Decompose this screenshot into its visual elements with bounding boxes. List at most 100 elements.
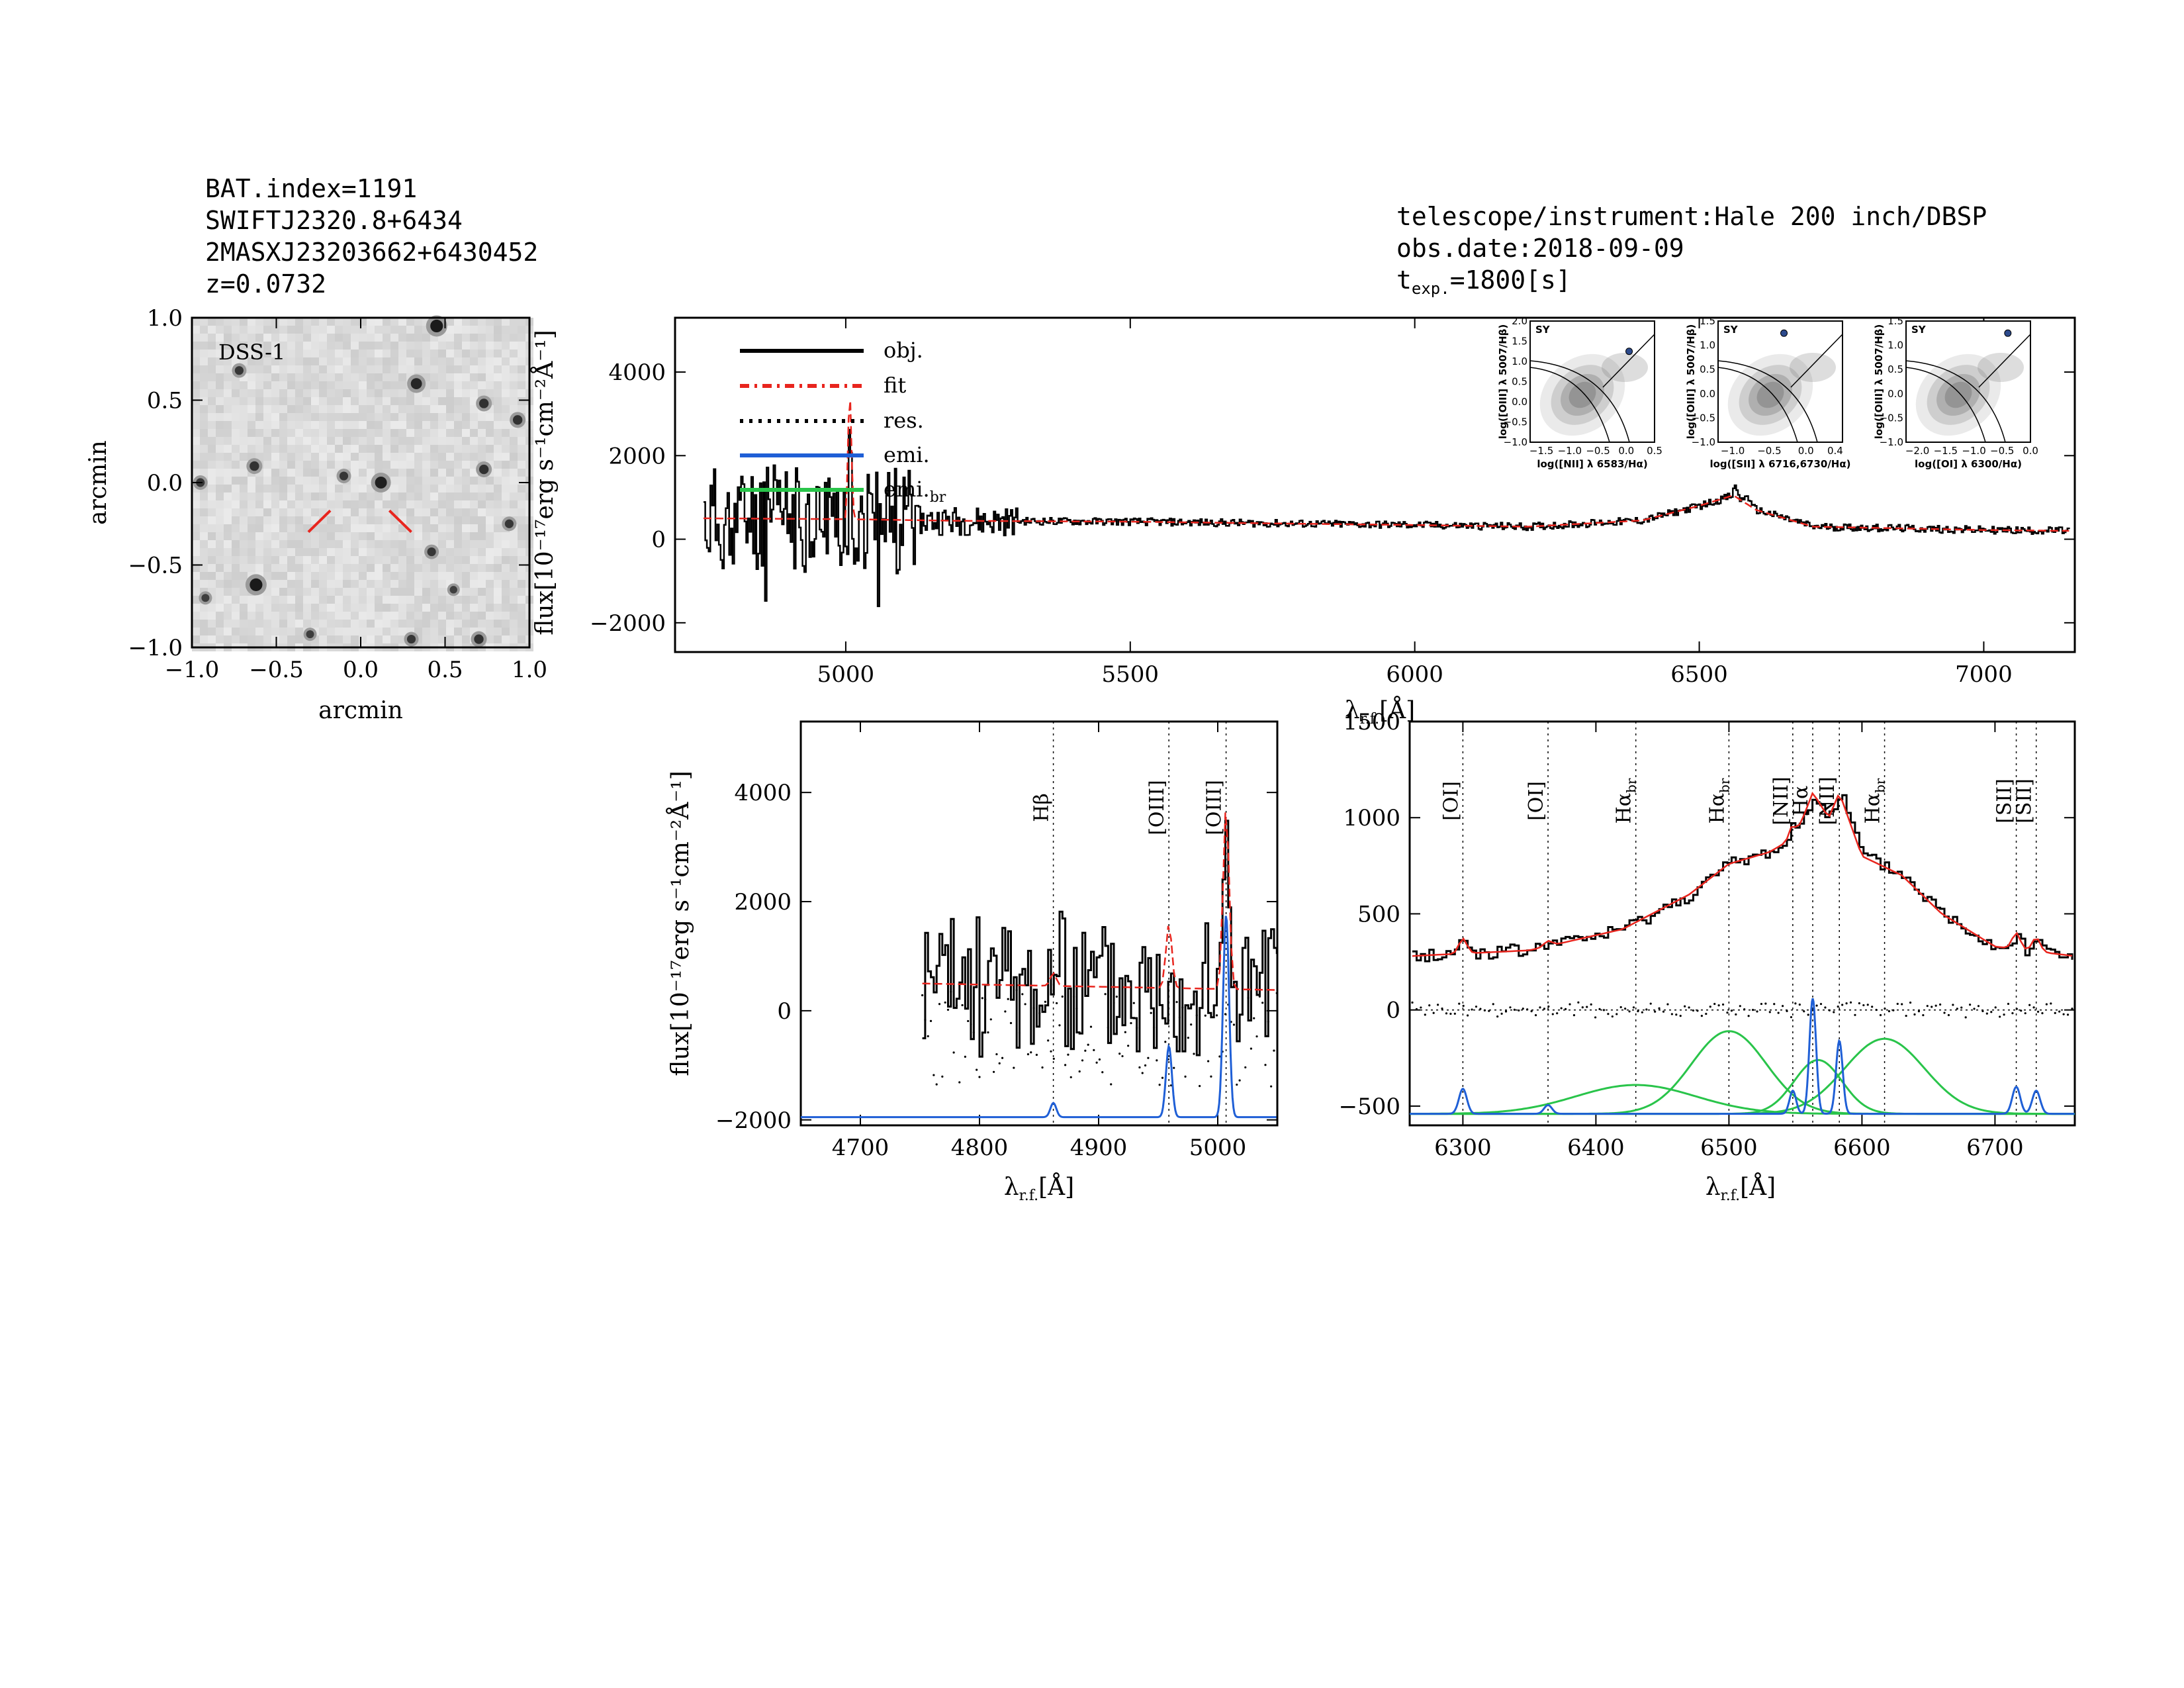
dss-pixel bbox=[279, 628, 287, 635]
dss-pixel bbox=[303, 477, 311, 485]
dss-pixel bbox=[287, 389, 295, 397]
residual-point bbox=[924, 1019, 927, 1021]
dss-pixel bbox=[470, 500, 478, 508]
dss-pixel bbox=[422, 500, 430, 508]
dss-pixel bbox=[319, 500, 327, 508]
residual-point bbox=[1598, 1008, 1601, 1010]
residual-point bbox=[1173, 1066, 1175, 1069]
dss-pixel bbox=[311, 469, 319, 477]
residual-point bbox=[1730, 1009, 1733, 1012]
dss-pixel bbox=[351, 500, 359, 508]
dss-pixel bbox=[510, 620, 518, 628]
dss-pixel bbox=[240, 564, 248, 572]
dss-pixel bbox=[208, 445, 216, 453]
dss-pixel bbox=[192, 635, 200, 643]
dss-pixel bbox=[319, 572, 327, 580]
dss-pixel bbox=[327, 318, 335, 326]
dss-pixel bbox=[454, 604, 462, 612]
dss-pixel bbox=[518, 350, 525, 357]
dss-pixel bbox=[414, 540, 422, 548]
dss-pixel bbox=[502, 477, 510, 485]
dss-pixel bbox=[287, 556, 295, 564]
dss-pixel bbox=[502, 596, 510, 604]
dss-pixel bbox=[335, 373, 343, 381]
dss-pixel bbox=[327, 500, 335, 508]
dss-pixel bbox=[414, 453, 422, 461]
y-tick-label: 2000 bbox=[734, 889, 792, 915]
dss-pixel bbox=[319, 405, 327, 413]
dss-pixel bbox=[454, 350, 462, 357]
dss-pixel bbox=[327, 326, 335, 334]
dss-pixel bbox=[359, 350, 367, 357]
dss-pixel bbox=[486, 453, 494, 461]
plot-frame bbox=[674, 316, 2076, 653]
residual-point bbox=[2003, 1013, 2005, 1016]
residual-point bbox=[2028, 1004, 2031, 1006]
dss-pixel bbox=[375, 508, 383, 516]
dss-pixel bbox=[406, 326, 414, 334]
dss-pixel bbox=[518, 469, 525, 477]
residual-point bbox=[1637, 1009, 1639, 1013]
dss-pixel bbox=[390, 620, 398, 628]
dss-pixel bbox=[462, 604, 470, 612]
x-tick-label: 0.0 bbox=[343, 657, 379, 683]
residual-point bbox=[1101, 1071, 1104, 1074]
bpt-y-tick-label: 1.5 bbox=[1888, 315, 1903, 327]
dss-pixel bbox=[200, 413, 208, 421]
dss-pixel bbox=[279, 516, 287, 524]
bpt-inset: SY−1.5 −1.0 −0.5 0.0 0.5−1.0−0.50.00.51.01.5… bbox=[1497, 315, 1662, 470]
dss-pixel bbox=[518, 453, 525, 461]
dss-pixel bbox=[518, 524, 525, 532]
line-label: Hαbr bbox=[1862, 778, 1888, 823]
dss-pixel bbox=[200, 461, 208, 469]
dss-pixel bbox=[192, 469, 200, 477]
dss-pixel bbox=[343, 429, 351, 437]
residual-point bbox=[989, 1018, 992, 1021]
dss-pixel bbox=[248, 612, 255, 620]
dss-pixel bbox=[406, 556, 414, 564]
dss-pixel bbox=[343, 334, 351, 342]
header-2mass-name: 2MASXJ23203662+6430452 bbox=[205, 238, 538, 267]
dss-pixel bbox=[510, 350, 518, 357]
dss-pixel bbox=[232, 413, 240, 421]
dss-pixel bbox=[295, 342, 303, 350]
dss-pixel bbox=[518, 580, 525, 588]
dss-pixel bbox=[279, 548, 287, 556]
dss-pixel bbox=[192, 612, 200, 620]
residual-point bbox=[1581, 1006, 1584, 1009]
bpt-density bbox=[1602, 353, 1648, 382]
dss-pixel bbox=[232, 540, 240, 548]
dss-pixel bbox=[248, 326, 255, 334]
residual-point bbox=[921, 994, 924, 997]
dss-pixel bbox=[279, 485, 287, 492]
dss-pixel bbox=[470, 596, 478, 604]
bpt-y-tick-label: 1.0 bbox=[1888, 340, 1903, 352]
dss-pixel bbox=[271, 596, 279, 604]
dss-pixel bbox=[208, 421, 216, 429]
dss-pixel bbox=[462, 469, 470, 477]
dss-pixel bbox=[271, 516, 279, 524]
dss-pixel bbox=[414, 318, 422, 326]
dss-pixel bbox=[200, 500, 208, 508]
dss-pixel bbox=[248, 365, 255, 373]
residual-point bbox=[1258, 995, 1261, 998]
dss-pixel bbox=[398, 604, 406, 612]
dss-pixel bbox=[454, 357, 462, 365]
dss-pixel bbox=[478, 508, 486, 516]
dss-pixel bbox=[200, 342, 208, 350]
bpt-demarcation bbox=[1529, 367, 1610, 443]
dss-pixel bbox=[422, 437, 430, 445]
dss-pixel bbox=[216, 326, 224, 334]
residual-point bbox=[1641, 1011, 1643, 1013]
dss-pixel bbox=[470, 326, 478, 334]
dss-pixel bbox=[255, 413, 263, 421]
dss-pixel bbox=[430, 635, 438, 643]
dss-pixel bbox=[263, 620, 271, 628]
dss-pixel bbox=[462, 580, 470, 588]
dss-pixel bbox=[319, 485, 327, 492]
x-tick-label: 6000 bbox=[1386, 661, 1443, 688]
dss-pixel bbox=[478, 516, 486, 524]
dss-pixel bbox=[248, 635, 255, 643]
dss-pixel bbox=[367, 628, 375, 635]
residual-point bbox=[1232, 1023, 1236, 1026]
